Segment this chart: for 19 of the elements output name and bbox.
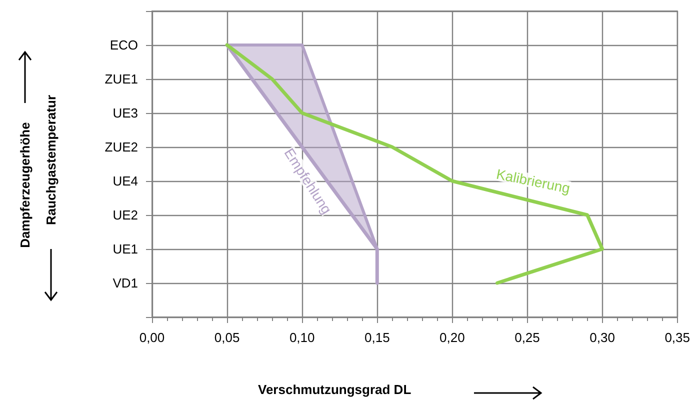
x-tick-label: 0,15 — [364, 330, 390, 345]
x-tick-label: 0,00 — [139, 330, 165, 345]
y-tick-label: UE4 — [112, 174, 138, 188]
y-tick-label: UE1 — [112, 242, 138, 256]
text: Dampferzeugerhöhe — [18, 122, 32, 248]
x-tick-label: 0,30 — [590, 330, 615, 345]
x-tick-label: 0,35 — [664, 330, 690, 345]
x-tick-label: 0,05 — [214, 330, 240, 345]
x-axis-title: Verschmutzungsgrad DL — [258, 382, 412, 397]
y-tick-label: ZUE2 — [104, 140, 138, 154]
y-axis-title: Rauchgastemperatur — [44, 94, 58, 226]
y-tick-label: VD1 — [112, 276, 138, 290]
y-tick-label: UE2 — [112, 208, 138, 222]
y-tick-label: ZUE1 — [104, 72, 138, 86]
x-tick-label: 0,25 — [514, 330, 540, 345]
y-tick-label: UE3 — [112, 106, 138, 120]
x-tick-label: 0,10 — [289, 330, 315, 345]
y-tick-label: ECO — [110, 38, 138, 52]
x-tick-label: 0,20 — [440, 330, 465, 345]
